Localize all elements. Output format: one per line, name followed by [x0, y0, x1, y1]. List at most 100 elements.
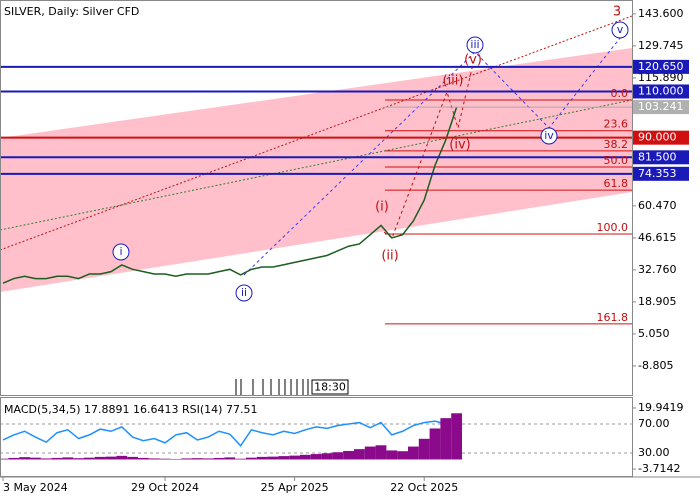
wave-circle: [112, 243, 130, 261]
macd-bar: [159, 458, 171, 460]
fib-label: 161.8: [597, 311, 629, 324]
macd-bar: [105, 456, 117, 460]
session-markers: [235, 379, 309, 395]
fib-label: 0.0: [611, 87, 629, 100]
macd-bar: [224, 457, 236, 460]
x-tick-label: 3 May 2024: [3, 481, 68, 494]
macd-bar: [40, 458, 52, 460]
macd-bar: [397, 451, 408, 460]
fib-label: 61.8: [604, 177, 629, 190]
level-box: [633, 130, 689, 145]
y-tick-label: 5.050: [638, 327, 670, 340]
forecast-path: [243, 37, 621, 276]
macd-bar: [30, 457, 41, 460]
macd-bar: [94, 456, 106, 460]
current-price-label: 103.241: [638, 100, 684, 113]
macd-bar: [256, 456, 268, 460]
session-box: [311, 379, 349, 395]
y-tick-label: 32.760: [638, 263, 677, 276]
level-label: 74.353: [638, 167, 677, 180]
macd-bar: [84, 457, 95, 460]
macd-bar: [51, 457, 63, 460]
macd-bar: [321, 453, 333, 460]
wave-label: (i): [375, 200, 389, 215]
trend-line: [0, 99, 633, 231]
price-line: [2, 106, 458, 284]
macd-bar: [332, 452, 344, 460]
y2-tick-label: 19.9419: [638, 401, 684, 414]
plot-frame: [0, 0, 633, 396]
level-label: 110.000: [638, 84, 684, 97]
wave-label: 3: [613, 5, 621, 20]
macd-bar: [246, 457, 257, 460]
y-tick-label: 18.905: [638, 295, 677, 308]
macd-bar: [440, 418, 452, 460]
macd-bar: [429, 428, 441, 460]
wave-label: v: [617, 23, 624, 36]
indicator-title: MACD(5,34,5) 17.8891 16.6413 RSI(14) 77.…: [4, 403, 257, 416]
wave-label: (v): [464, 53, 482, 68]
trend-line: [0, 15, 633, 251]
macd-bar: [343, 450, 354, 460]
macd-bar: [364, 446, 376, 460]
x-tick-label: 25 Apr 2025: [261, 481, 329, 494]
channel: [0, 48, 632, 292]
macd-bar: [289, 455, 300, 460]
level-label: 90.000: [638, 131, 677, 144]
wave-circle: [611, 21, 629, 39]
wave-circle: [235, 284, 253, 302]
macd-bar: [127, 456, 138, 460]
y-tick-label: 143.600: [638, 7, 684, 20]
wave-label: iv: [544, 129, 554, 142]
level-box: [633, 84, 689, 99]
fib-label: 100.0: [597, 221, 629, 234]
y-tick-label: 115.890: [638, 71, 684, 84]
level-label: 120.650: [638, 60, 684, 73]
y-tick-label: 46.615: [638, 231, 677, 244]
session-label: 18:30: [314, 381, 346, 394]
x-tick-label: 29 Oct 2024: [131, 481, 199, 494]
macd-bar: [170, 458, 182, 460]
y-tick-label: 70.00: [638, 417, 670, 430]
y-tick-label: 129.745: [638, 39, 684, 52]
macd-bar: [451, 413, 462, 460]
macd-bar: [116, 455, 128, 460]
level-label: 81.500: [638, 150, 677, 163]
macd-bar: [213, 457, 225, 460]
macd-bar: [375, 445, 387, 460]
level-box: [633, 150, 689, 165]
x-tick-label: 22 Oct 2025: [390, 481, 458, 494]
wave-label: (iii): [443, 74, 464, 89]
macd-bar: [202, 458, 214, 460]
y2-tick-label: -3.7142: [638, 462, 680, 475]
wave-label: iii: [470, 38, 479, 51]
fib-label: 23.6: [604, 118, 629, 131]
wave-label: (iv): [449, 138, 470, 153]
y-tick-label: 30.00: [638, 446, 670, 459]
current-price-box: [633, 100, 689, 115]
y-tick-label: 60.470: [638, 199, 677, 212]
wave-label: (ii): [381, 249, 398, 264]
macd-bar: [278, 456, 290, 460]
macd-bar: [19, 457, 30, 460]
macd-bar: [386, 450, 398, 460]
chart-title: SILVER, Daily: Silver CFD: [4, 5, 139, 18]
level-box: [633, 59, 689, 74]
macd-bar: [418, 438, 430, 460]
macd-bar: [148, 458, 160, 460]
macd-bar: [8, 457, 20, 460]
macd-bar: [73, 458, 84, 460]
macd-bar: [300, 454, 311, 460]
fib-label: 50.0: [604, 154, 629, 167]
macd-bar: [138, 457, 149, 460]
macd-bar: [408, 446, 419, 460]
wave-circle: [540, 127, 558, 145]
macd-bar: [267, 456, 279, 460]
macd-bar: [62, 457, 74, 460]
y-tick-label: -8.805: [638, 359, 673, 372]
wave-label: ii: [241, 286, 247, 299]
level-box: [633, 166, 689, 181]
rsi-line: [2, 417, 457, 447]
wave-circle: [466, 36, 484, 54]
